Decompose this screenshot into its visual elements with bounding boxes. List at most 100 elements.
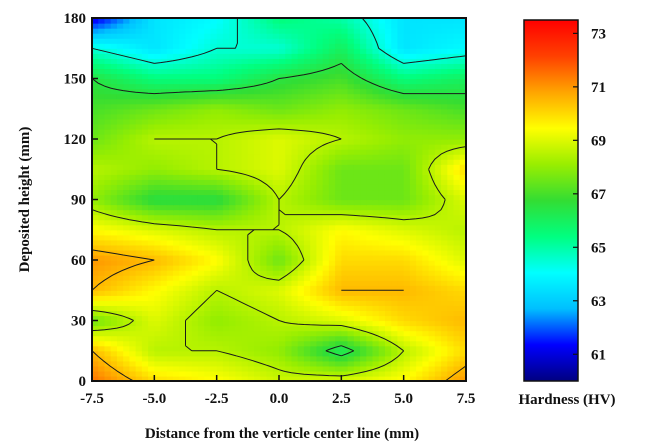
- heatmap-cell: [322, 28, 330, 34]
- heatmap-cell: [222, 305, 230, 312]
- heatmap-cell: [216, 355, 224, 362]
- heatmap-cell: [335, 48, 342, 54]
- heatmap-cell: [235, 265, 243, 271]
- heatmap-cell: [422, 33, 430, 39]
- heatmap-cell: [229, 38, 236, 44]
- heatmap-cell: [197, 355, 205, 362]
- heatmap-cell: [397, 78, 405, 85]
- heatmap-cell: [384, 93, 392, 100]
- heatmap-cell: [154, 300, 162, 306]
- heatmap-cell: [409, 209, 417, 216]
- heatmap-cell: [185, 144, 193, 150]
- heatmap-cell: [316, 244, 324, 251]
- heatmap-cell: [434, 300, 442, 306]
- heatmap-cell: [266, 108, 274, 115]
- heatmap-cell: [160, 144, 168, 150]
- heatmap-cell: [148, 68, 155, 75]
- heatmap-cell: [428, 58, 436, 64]
- heatmap-cell: [453, 68, 461, 75]
- heatmap-cell: [141, 355, 149, 362]
- heatmap-cell: [297, 103, 305, 110]
- heatmap-cell: [216, 53, 224, 59]
- heatmap-cell: [116, 53, 124, 59]
- heatmap-cell: [347, 63, 355, 70]
- heatmap-cell: [353, 164, 361, 170]
- heatmap-cell: [197, 63, 205, 70]
- heatmap-cell: [335, 83, 342, 90]
- heatmap-cell: [116, 144, 124, 150]
- heatmap-cell: [316, 209, 324, 216]
- heatmap-cell: [135, 355, 143, 362]
- heatmap-cell: [110, 108, 118, 115]
- heatmap-cell: [416, 244, 423, 251]
- heatmap-cell: [229, 305, 236, 312]
- heatmap-cell: [235, 63, 243, 70]
- heatmap-cell: [409, 53, 417, 59]
- heatmap-cell: [210, 48, 218, 54]
- heatmap-cell: [241, 375, 249, 382]
- heatmap-cell: [173, 18, 180, 24]
- heatmap-cell: [441, 350, 448, 357]
- heatmap-cell: [129, 108, 137, 115]
- heatmap-cell: [441, 224, 448, 231]
- heatmap-cell: [422, 285, 430, 291]
- heatmap-cell: [328, 204, 336, 211]
- heatmap-cell: [216, 98, 224, 105]
- heatmap-cell: [335, 290, 342, 296]
- heatmap-cell: [141, 164, 149, 170]
- heatmap-cell: [403, 275, 411, 281]
- heatmap-cell: [173, 23, 180, 29]
- heatmap-cell: [322, 234, 330, 241]
- heatmap-cell: [453, 249, 461, 256]
- heatmap-cell: [360, 270, 367, 276]
- x-tick-label: -2.5: [205, 391, 229, 407]
- heatmap-cell: [310, 209, 317, 216]
- heatmap-cell: [428, 28, 436, 34]
- heatmap-cell: [279, 320, 286, 327]
- heatmap-cell: [328, 118, 336, 125]
- heatmap-cell: [216, 154, 224, 160]
- heatmap-cell: [197, 184, 205, 191]
- heatmap-cell: [341, 48, 349, 54]
- heatmap-cell: [98, 63, 106, 70]
- heatmap-cell: [260, 320, 268, 327]
- heatmap-cell: [403, 128, 411, 135]
- heatmap-cell: [154, 48, 162, 54]
- heatmap-cell: [416, 365, 423, 372]
- heatmap-cell: [434, 254, 442, 261]
- heatmap-cell: [360, 325, 367, 332]
- heatmap-cell: [409, 244, 417, 251]
- heatmap-cell: [222, 154, 230, 160]
- heatmap-cell: [98, 275, 106, 281]
- heatmap-cell: [247, 370, 255, 377]
- heatmap-cell: [216, 139, 224, 145]
- heatmap-cell: [266, 209, 274, 216]
- heatmap-cell: [222, 249, 230, 256]
- heatmap-cell: [185, 204, 193, 211]
- heatmap-cell: [328, 53, 336, 59]
- heatmap-cell: [409, 159, 417, 165]
- heatmap-cell: [141, 265, 149, 271]
- heatmap-cell: [291, 189, 299, 196]
- heatmap-cell: [104, 305, 112, 312]
- heatmap-cell: [422, 88, 430, 95]
- heatmap-cell: [197, 335, 205, 342]
- heatmap-cell: [316, 355, 324, 362]
- heatmap-cell: [141, 169, 149, 175]
- heatmap-cell: [409, 305, 417, 312]
- heatmap-cell: [303, 209, 311, 216]
- heatmap-cell: [216, 194, 224, 201]
- heatmap-cell: [92, 149, 99, 155]
- heatmap-cell: [92, 33, 99, 39]
- heatmap-cell: [247, 93, 255, 100]
- heatmap-cell: [222, 139, 230, 145]
- heatmap-cell: [347, 18, 355, 24]
- heatmap-cell: [123, 63, 130, 70]
- heatmap-cell: [222, 73, 230, 80]
- heatmap-cell: [459, 345, 467, 352]
- heatmap-cell: [285, 219, 293, 226]
- heatmap-cell: [98, 325, 106, 332]
- heatmap-cell: [92, 73, 99, 80]
- heatmap-cell: [222, 164, 230, 170]
- heatmap-cell: [279, 355, 286, 362]
